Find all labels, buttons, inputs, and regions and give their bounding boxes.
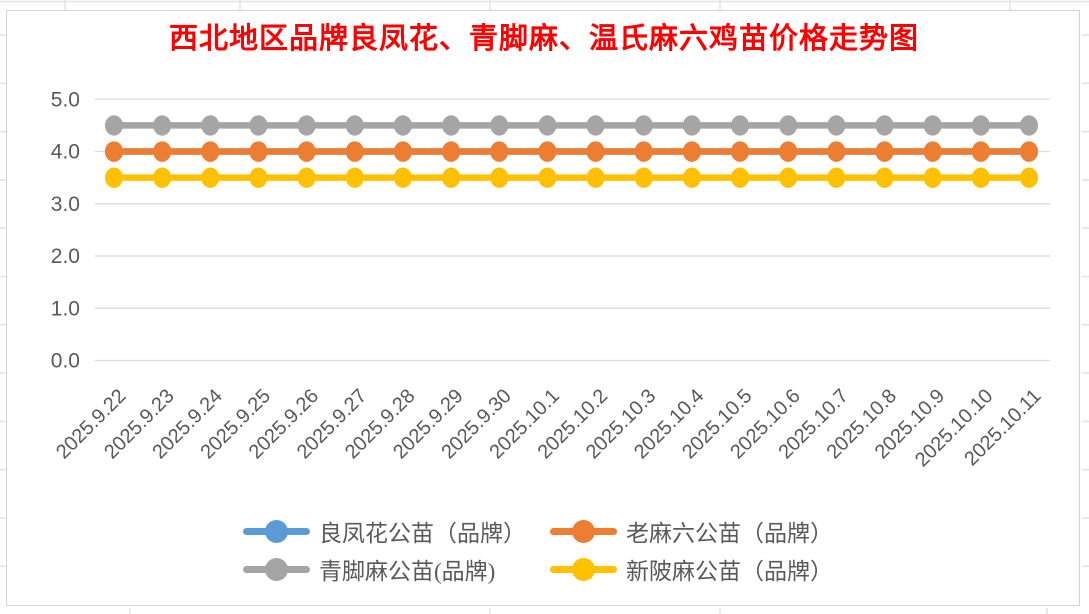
chart-panel[interactable]	[6, 10, 1080, 606]
chart-title: 西北地区品牌良凤花、青脚麻、温氏麻六鸡苗价格走势图	[168, 23, 919, 55]
